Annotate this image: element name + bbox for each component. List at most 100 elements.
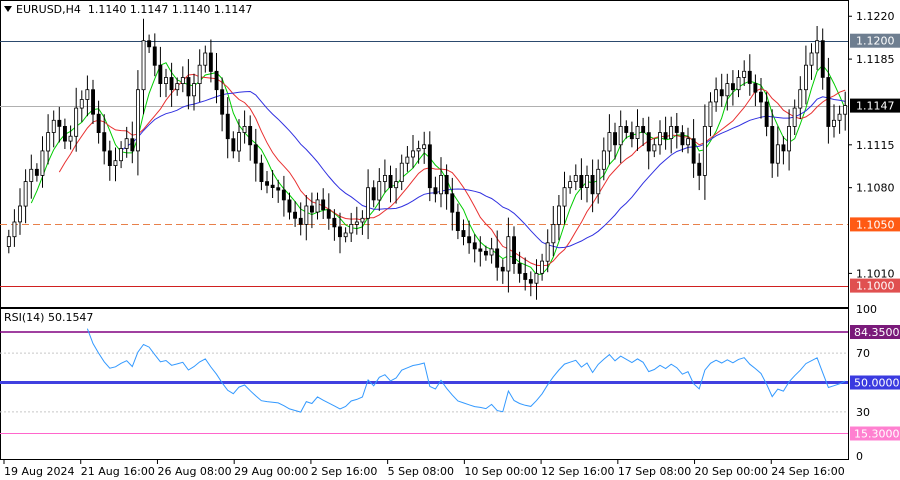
price-tick-label: 1.1115 bbox=[856, 139, 895, 152]
bull-candle bbox=[343, 232, 348, 238]
bull-candle bbox=[377, 181, 382, 201]
chart-header: EURUSD,H4 1.1140 1.1147 1.1140 1.1147 bbox=[4, 3, 252, 16]
bull-candle bbox=[742, 70, 747, 78]
ma-5-line bbox=[30, 62, 846, 276]
bear-candle bbox=[293, 211, 297, 219]
bull-candle bbox=[399, 162, 404, 182]
bear-candle bbox=[433, 187, 438, 195]
bear-candle bbox=[57, 119, 62, 127]
bull-candle bbox=[315, 199, 320, 213]
time-tick-label: 2 Sep 16:00 bbox=[311, 465, 377, 478]
bull-candle bbox=[366, 187, 370, 219]
symbol-label: EURUSD,H4 bbox=[16, 3, 81, 16]
bear-candle bbox=[579, 174, 584, 188]
bull-candle bbox=[124, 138, 129, 149]
bull-candle bbox=[708, 101, 713, 127]
bear-candle bbox=[467, 236, 472, 244]
time-tick-label: 12 Sep 16:00 bbox=[541, 465, 614, 478]
bear-candle bbox=[427, 144, 432, 189]
bull-candle bbox=[360, 217, 365, 223]
bull-candle bbox=[652, 144, 657, 152]
bear-candle bbox=[523, 272, 528, 280]
support-level-box bbox=[850, 278, 900, 293]
bear-candle bbox=[276, 187, 281, 191]
bull-candle bbox=[702, 126, 707, 176]
rsi-level-box bbox=[850, 375, 900, 390]
bull-candle bbox=[51, 119, 56, 133]
bull-candle bbox=[113, 160, 118, 166]
bear-candle bbox=[759, 91, 763, 103]
bear-candle bbox=[444, 174, 449, 195]
bull-candle bbox=[405, 156, 410, 164]
bear-candle bbox=[220, 89, 225, 115]
bear-candle bbox=[820, 40, 825, 78]
bull-candle bbox=[635, 126, 640, 140]
bull-candle bbox=[551, 223, 556, 244]
bear-candle bbox=[747, 70, 752, 84]
current-level-box bbox=[850, 98, 900, 113]
bull-candle bbox=[203, 52, 208, 66]
price-tick-label: 1.1010 bbox=[856, 267, 895, 280]
bear-candle bbox=[517, 263, 522, 274]
bear-candle bbox=[332, 217, 337, 228]
time-tick-label: 21 Aug 16:00 bbox=[81, 465, 155, 478]
bull-candle bbox=[775, 144, 780, 164]
resistance-level-box bbox=[850, 33, 900, 48]
bull-candle bbox=[175, 83, 180, 91]
bear-candle bbox=[472, 242, 477, 250]
bull-candle bbox=[416, 148, 421, 152]
bear-candle bbox=[259, 162, 264, 182]
bull-candle bbox=[686, 138, 690, 146]
bear-candle bbox=[495, 248, 500, 268]
bull-candle bbox=[658, 132, 662, 146]
rsi-tick-label: 70 bbox=[856, 347, 870, 360]
bull-candle bbox=[349, 223, 354, 234]
bear-candle bbox=[781, 144, 786, 152]
bear-candle bbox=[270, 184, 275, 188]
bull-candle bbox=[197, 64, 202, 84]
bear-candle bbox=[826, 77, 831, 127]
bull-candle bbox=[46, 132, 51, 152]
bull-candle bbox=[119, 148, 123, 162]
rsi-tick-label: 30 bbox=[856, 406, 870, 419]
bear-candle bbox=[478, 248, 483, 252]
rsi-level-label: 50.0000 bbox=[854, 377, 900, 390]
bull-candle bbox=[85, 89, 90, 100]
bear-candle bbox=[63, 126, 67, 142]
rsi-header: RSI(14) 50.1547 bbox=[4, 311, 94, 324]
bear-candle bbox=[590, 174, 595, 195]
bull-candle bbox=[68, 135, 73, 142]
time-tick-label: 17 Sep 08:00 bbox=[618, 465, 691, 478]
price-tick-label: 1.1080 bbox=[856, 182, 895, 195]
bear-candle bbox=[96, 113, 101, 133]
bear-candle bbox=[663, 132, 668, 140]
bear-candle bbox=[152, 46, 157, 66]
bull-candle bbox=[596, 168, 601, 195]
bull-candle bbox=[422, 144, 427, 149]
rsi-tick-label: 0 bbox=[856, 450, 863, 463]
dropdown-triangle-icon[interactable] bbox=[4, 6, 12, 12]
bull-candle bbox=[669, 126, 674, 140]
bull-candle bbox=[618, 126, 623, 146]
bear-candle bbox=[321, 199, 326, 211]
time-tick-label: 26 Aug 08:00 bbox=[157, 465, 231, 478]
bull-candle bbox=[506, 236, 511, 272]
bear-candle bbox=[528, 279, 533, 284]
bull-candle bbox=[382, 174, 387, 182]
bull-candle bbox=[568, 181, 573, 189]
bull-candle bbox=[236, 132, 241, 152]
bull-candle bbox=[832, 119, 836, 127]
bear-candle bbox=[287, 199, 292, 213]
bull-candle bbox=[180, 77, 185, 84]
bear-candle bbox=[500, 266, 505, 272]
bull-candle bbox=[6, 236, 11, 247]
bear-candle bbox=[34, 168, 39, 176]
rsi-level-box bbox=[850, 426, 900, 441]
bull-candle bbox=[562, 187, 567, 207]
bull-candle bbox=[843, 105, 848, 115]
time-tick-label: 20 Sep 00:00 bbox=[695, 465, 768, 478]
bear-candle bbox=[731, 83, 735, 91]
bull-candle bbox=[798, 89, 803, 109]
bull-candle bbox=[40, 150, 45, 176]
